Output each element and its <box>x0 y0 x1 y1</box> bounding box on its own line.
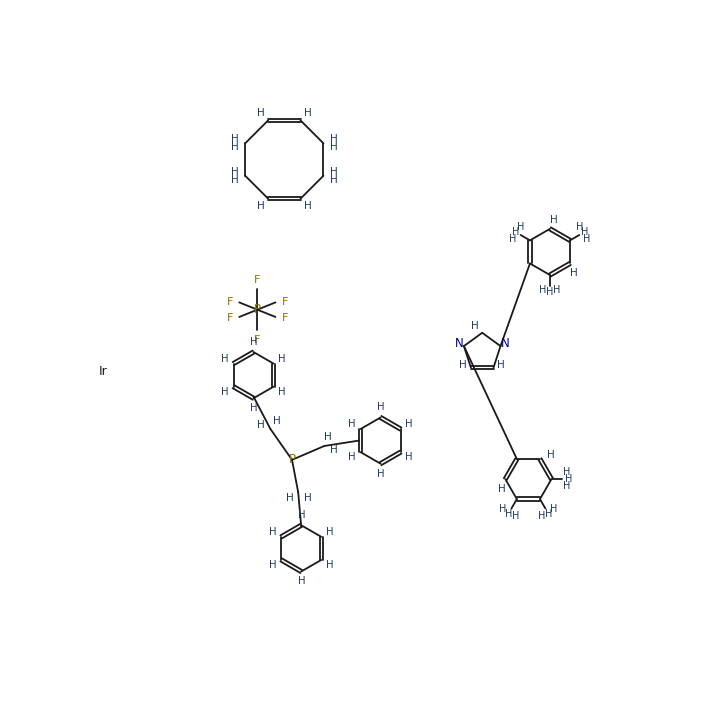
Text: H: H <box>576 221 583 231</box>
Text: H: H <box>348 419 356 429</box>
Text: F: F <box>282 297 289 307</box>
Text: H: H <box>230 175 238 185</box>
Text: H: H <box>512 511 519 521</box>
Text: H: H <box>331 445 338 455</box>
Text: H: H <box>256 108 264 119</box>
Text: H: H <box>305 108 312 119</box>
Text: H: H <box>497 361 505 370</box>
Text: H: H <box>547 450 555 460</box>
Text: H: H <box>406 419 413 429</box>
Text: H: H <box>230 134 238 144</box>
Text: H: H <box>510 234 517 244</box>
Text: H: H <box>512 227 519 237</box>
Text: Ir: Ir <box>99 365 107 378</box>
Text: H: H <box>550 215 557 225</box>
Text: H: H <box>279 354 286 363</box>
Text: H: H <box>470 321 478 331</box>
Text: N: N <box>455 337 463 350</box>
Text: H: H <box>564 474 572 484</box>
Text: H: H <box>286 493 293 503</box>
Text: H: H <box>563 481 571 491</box>
Text: H: H <box>406 452 413 462</box>
Text: H: H <box>546 287 554 297</box>
Text: F: F <box>226 297 233 307</box>
Text: H: H <box>326 527 333 537</box>
Text: H: H <box>298 576 305 587</box>
Text: H: H <box>545 509 552 519</box>
Text: N: N <box>501 337 510 350</box>
Text: H: H <box>256 201 264 211</box>
Text: H: H <box>230 142 238 152</box>
Text: H: H <box>550 504 557 514</box>
Text: H: H <box>250 337 257 347</box>
Text: H: H <box>324 432 332 442</box>
Text: H: H <box>326 560 333 570</box>
Text: H: H <box>517 221 524 231</box>
Text: H: H <box>258 420 265 430</box>
Text: H: H <box>269 527 277 537</box>
Text: H: H <box>581 227 588 237</box>
Text: H: H <box>498 484 505 494</box>
Text: F: F <box>282 312 289 323</box>
Text: H: H <box>331 167 338 177</box>
Text: P: P <box>289 453 296 467</box>
Text: H: H <box>221 354 229 363</box>
Text: H: H <box>348 452 356 462</box>
Text: H: H <box>279 387 286 397</box>
Text: H: H <box>505 509 512 519</box>
Text: H: H <box>250 403 257 413</box>
Text: H: H <box>305 201 312 211</box>
Text: H: H <box>539 286 546 296</box>
Text: H: H <box>563 467 571 477</box>
Text: H: H <box>303 493 311 503</box>
Text: H: H <box>553 286 561 296</box>
Text: P: P <box>254 303 261 316</box>
Text: H: H <box>331 134 338 144</box>
Text: H: H <box>331 142 338 152</box>
Text: F: F <box>254 274 260 285</box>
Text: H: H <box>459 361 467 370</box>
Text: H: H <box>570 268 578 278</box>
Text: H: H <box>221 387 229 397</box>
Text: H: H <box>538 511 545 521</box>
Text: H: H <box>273 416 281 426</box>
Text: F: F <box>226 312 233 323</box>
Text: F: F <box>254 334 260 345</box>
Text: H: H <box>499 504 507 514</box>
Text: H: H <box>230 167 238 177</box>
Text: H: H <box>298 510 305 520</box>
Text: H: H <box>331 175 338 185</box>
Text: H: H <box>377 402 384 412</box>
Text: H: H <box>269 560 277 570</box>
Text: H: H <box>377 469 384 479</box>
Text: H: H <box>583 234 590 244</box>
